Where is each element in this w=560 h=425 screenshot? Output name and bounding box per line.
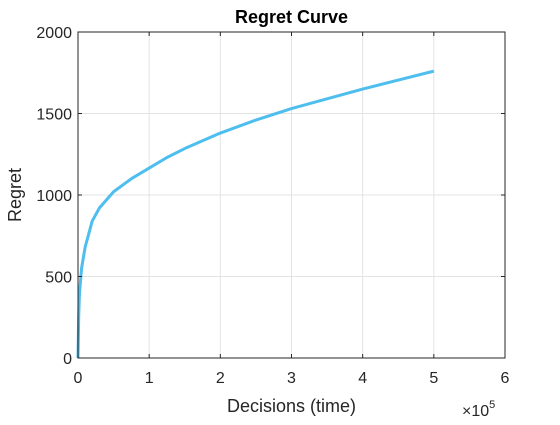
y-tick-label: 0 (63, 351, 72, 368)
y-axis-label: Regret (5, 168, 25, 222)
x-exponent-base: ×10 (462, 403, 489, 420)
x-axis-label: Decisions (time) (227, 396, 356, 416)
y-tick-label: 500 (45, 270, 72, 287)
series-group (76, 69, 435, 359)
x-exponent-power: 5 (489, 399, 495, 411)
x-tick-label: 0 (74, 370, 83, 387)
y-tick-label: 1000 (36, 188, 72, 205)
x-tick-label: 6 (501, 370, 510, 387)
grid-lines (78, 32, 505, 358)
y-tick-label: 1500 (36, 107, 72, 124)
x-tick-label: 2 (216, 370, 225, 387)
regret-series-line (76, 69, 435, 359)
ticks-group: 0 1 2 3 4 5 6 0 500 1000 1500 2000 (36, 25, 509, 387)
x-tick-label: 3 (287, 370, 296, 387)
x-tick-label: 4 (358, 370, 367, 387)
chart-title: Regret Curve (235, 7, 348, 27)
x-tick-label: 5 (429, 370, 438, 387)
x-tick-label: 1 (145, 370, 154, 387)
x-axis-exponent: ×105 (462, 399, 495, 420)
y-tick-label: 2000 (36, 25, 72, 42)
